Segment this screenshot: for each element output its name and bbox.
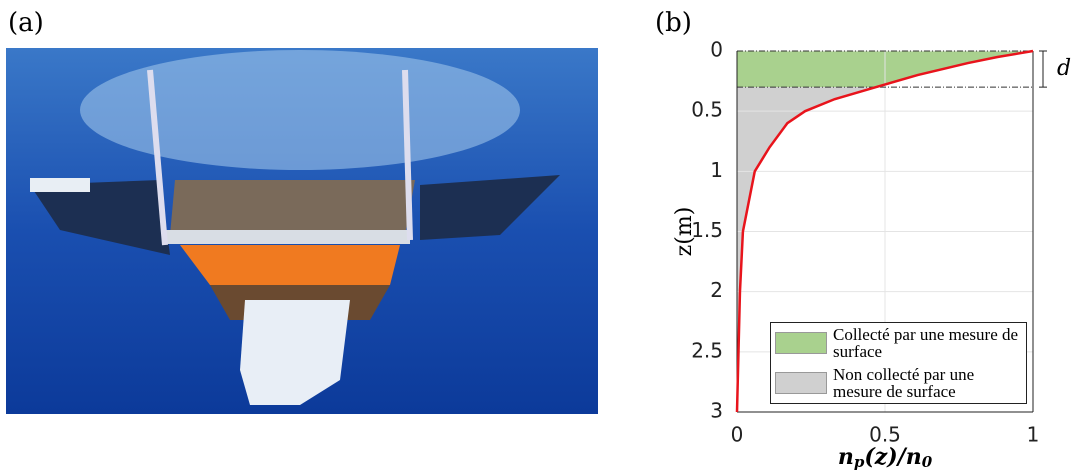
x-tick-label: 0.5 [869,423,901,447]
y-tick-label: 3 [710,399,723,423]
panel-label: (a) [8,8,44,38]
legend: Collecté par une mesure de surface Non co… [770,322,1027,404]
x-tick-label: 0 [731,423,744,447]
legend-label: Non collecté par une mesure de surface [833,365,975,401]
y-tick-label: 0 [710,38,723,62]
y-tick-label: 1 [710,158,723,182]
legend-swatch [775,372,827,394]
depth-label: d [1057,56,1071,81]
y-tick-label: 1.5 [691,218,723,242]
y-tick-label: 0.5 [691,98,723,122]
legend-swatch [775,332,827,354]
legend-entry: Collecté par une mesure de surface [771,323,1026,363]
x-tick-label: 1 [1027,423,1040,447]
y-tick-label: 2 [710,278,723,302]
profile-line [735,49,1034,413]
depth-bracket [1039,50,1047,88]
photo [6,48,598,414]
y-tick-label: 2.5 [691,338,723,362]
x-axis-label: np(z)/n0 [838,444,933,470]
legend-entry: Non collecté par une mesure de surface [771,363,1026,403]
legend-label: Collecté par une mesure de surface [833,325,1019,361]
y-axis-label: z(m) [672,207,697,257]
panel-label: (b) [655,8,692,38]
subsurface-area [737,87,877,412]
